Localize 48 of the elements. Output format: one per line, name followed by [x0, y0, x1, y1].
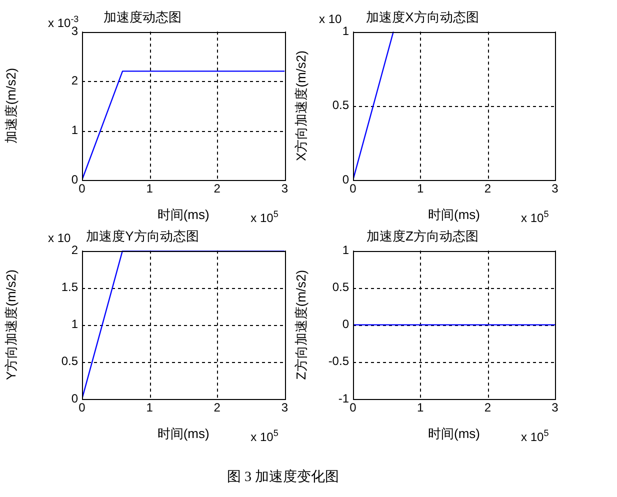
- y-axis-title: Y方向加速度(m/s2): [3, 270, 18, 380]
- y-tick-label: 0: [71, 391, 78, 406]
- y-tick-label: 1: [71, 122, 78, 137]
- y-tick-label: -0.5: [328, 354, 350, 368]
- x-tick-label: 2: [484, 400, 492, 415]
- y-tick-label: 0: [71, 172, 78, 186]
- x-tick-label: 1: [416, 182, 424, 196]
- chart-title: 加速度Y方向动态图: [86, 228, 199, 244]
- x-tick-label: 3: [552, 182, 559, 196]
- x-tick-label: 1: [146, 182, 154, 196]
- y-tick-label: 0.5: [332, 280, 350, 294]
- y-tick-label: 0.5: [332, 98, 350, 112]
- x-tick-label: 3: [281, 400, 288, 415]
- text: x 10$^{5}$: [521, 208, 549, 225]
- x-axis-title: 时间(ms): [157, 206, 210, 222]
- x-axis-title: 时间(ms): [428, 206, 480, 222]
- y-tick-label: 0.5: [61, 354, 78, 368]
- y-tick-label: 0: [342, 317, 350, 332]
- y-tick-label: 0: [342, 172, 350, 186]
- y-tick-label: 1: [342, 242, 350, 257]
- text: x 10$^{5}$: [250, 208, 278, 225]
- x-axis-title: 时间(ms): [157, 426, 210, 441]
- y-tick-label: 1: [71, 317, 78, 332]
- x-tick-label: 3: [281, 182, 288, 196]
- x-tick-label: 2: [484, 182, 492, 196]
- y-tick-label: 2: [71, 242, 78, 257]
- y-tick-label: 3: [71, 24, 78, 38]
- text: x 10$^{5}$: [521, 427, 549, 444]
- x-tick-label: 1: [146, 400, 154, 415]
- x-axis-title: 时间(ms): [428, 426, 480, 441]
- y-tick-label: 1: [342, 24, 350, 38]
- y-tick-label: -1: [338, 391, 350, 406]
- x-tick-label: 3: [552, 400, 559, 415]
- chart-title: 加速度Z方向动态图: [366, 228, 478, 244]
- y-axis-title: Z方向加速度(m/s2): [293, 270, 308, 380]
- caption: 图 3 加速度变化图: [227, 468, 339, 486]
- text: x 10$^{5}$: [250, 427, 278, 444]
- chart-title: 加速度X方向动态图: [366, 9, 479, 24]
- y-axis-title: 加速度(m/s2): [3, 68, 18, 144]
- x-tick-label: 2: [214, 400, 221, 415]
- y-axis-title: X方向加速度(m/s2): [293, 50, 308, 162]
- text: x 10: [48, 230, 71, 245]
- x-tick-label: 2: [214, 182, 221, 196]
- text: x 10: [319, 12, 342, 26]
- chart-title: 加速度动态图: [104, 9, 182, 24]
- y-tick-label: 1.5: [61, 280, 78, 294]
- y-tick-label: 2: [71, 73, 78, 88]
- x-tick-label: 1: [416, 400, 424, 415]
